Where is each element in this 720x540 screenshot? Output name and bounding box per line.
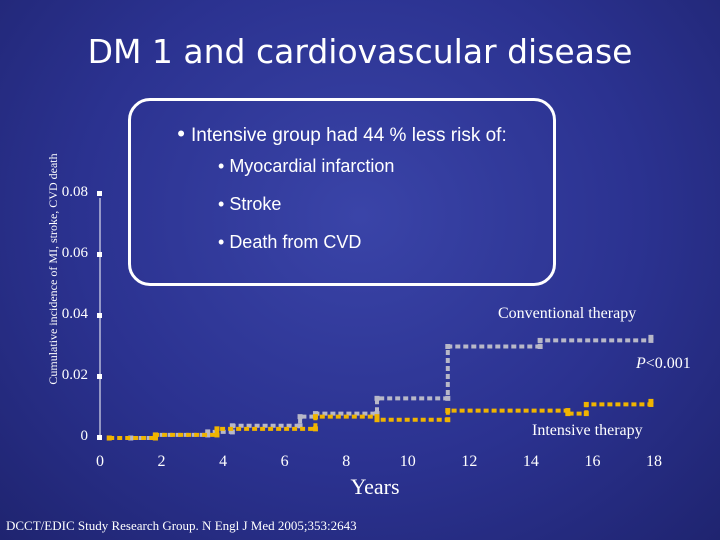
- y-tick-label: 0.04: [61, 306, 88, 322]
- data-point-conventional: [205, 429, 211, 435]
- data-point-intensive: [648, 398, 654, 404]
- annotation-intensive: Intensive therapy: [532, 422, 643, 439]
- y-tick-label: 0.08: [61, 184, 88, 200]
- y-tick-label: 0: [80, 428, 89, 444]
- y-tick-mark: [97, 374, 102, 379]
- data-point-conventional: [537, 337, 543, 343]
- y-tick-label: 0.02: [61, 367, 88, 383]
- callout-heading-row: • Intensive group had 44 % less risk of:: [131, 121, 553, 147]
- data-point-intensive: [445, 408, 451, 414]
- risk-callout-box: • Intensive group had 44 % less risk of:: [128, 98, 556, 286]
- x-tick-label: 2: [157, 453, 166, 470]
- x-tick-label: 16: [584, 453, 601, 470]
- y-tick-label: 0.06: [61, 245, 88, 261]
- series-layer: [106, 334, 654, 441]
- data-point-intensive: [374, 414, 380, 420]
- data-point-conventional: [445, 395, 451, 401]
- bullet-icon: •: [218, 232, 230, 252]
- data-point-conventional: [537, 344, 543, 349]
- data-point-intensive: [445, 417, 451, 423]
- risk-item-cvd-death: • Death from CVD: [218, 232, 362, 252]
- bullet-icon: •: [218, 194, 230, 214]
- data-point-conventional: [374, 411, 380, 417]
- data-point-conventional: [128, 435, 134, 441]
- data-point-intensive: [214, 432, 220, 438]
- bullet-icon: •: [218, 156, 230, 176]
- data-point-intensive: [565, 408, 571, 414]
- data-point-intensive: [648, 401, 654, 407]
- y-tick-mark: [97, 435, 102, 440]
- data-point-intensive: [152, 432, 158, 438]
- risk-item-stroke: • Stroke: [218, 194, 282, 214]
- data-point-conventional: [229, 429, 235, 435]
- callout-heading: Intensive group had 44 % less risk of:: [190, 125, 507, 146]
- data-point-intensive: [214, 426, 220, 432]
- annotation-conventional: Conventional therapy: [498, 305, 637, 322]
- y-tick-mark: [97, 313, 102, 318]
- x-axis-title: Years: [350, 474, 400, 499]
- data-point-intensive: [106, 435, 112, 441]
- x-tick-label: 14: [522, 453, 539, 470]
- risk-item-mi: • Myocardial infarction: [218, 156, 395, 176]
- x-tick-label: 8: [342, 453, 351, 470]
- data-point-conventional: [297, 414, 303, 420]
- data-point-intensive: [152, 435, 158, 441]
- data-point-conventional: [312, 411, 318, 417]
- x-tick-label: 0: [96, 453, 104, 470]
- data-point-intensive: [583, 411, 589, 417]
- data-point-conventional: [374, 395, 380, 401]
- data-point-conventional: [648, 337, 654, 343]
- data-point-intensive: [374, 417, 380, 423]
- x-tick-label: 10: [399, 453, 416, 470]
- data-point-conventional: [205, 432, 211, 438]
- data-point-conventional: [229, 423, 235, 429]
- y-tick-mark: [97, 252, 102, 257]
- data-point-intensive: [312, 426, 318, 432]
- y-tick-mark: [97, 191, 102, 196]
- data-point-intensive: [565, 411, 571, 417]
- x-tick-label: 12: [461, 453, 478, 470]
- data-point-conventional: [297, 423, 303, 429]
- x-tick-label: 4: [219, 453, 228, 470]
- citation: DCCT/EDIC Study Research Group. N Engl J…: [6, 518, 357, 533]
- bullet-icon: •: [177, 121, 185, 146]
- chart-axes: [97, 191, 102, 440]
- data-point-intensive: [312, 414, 318, 420]
- data-point-conventional: [648, 334, 654, 340]
- data-point-intensive: [583, 401, 589, 407]
- slide-title: DM 1 and cardiovascular disease: [87, 32, 633, 71]
- data-point-conventional: [445, 344, 451, 349]
- x-tick-label: 6: [280, 453, 289, 470]
- x-tick-label: 18: [646, 453, 662, 470]
- annotation-pvalue: P<0.001: [636, 355, 691, 372]
